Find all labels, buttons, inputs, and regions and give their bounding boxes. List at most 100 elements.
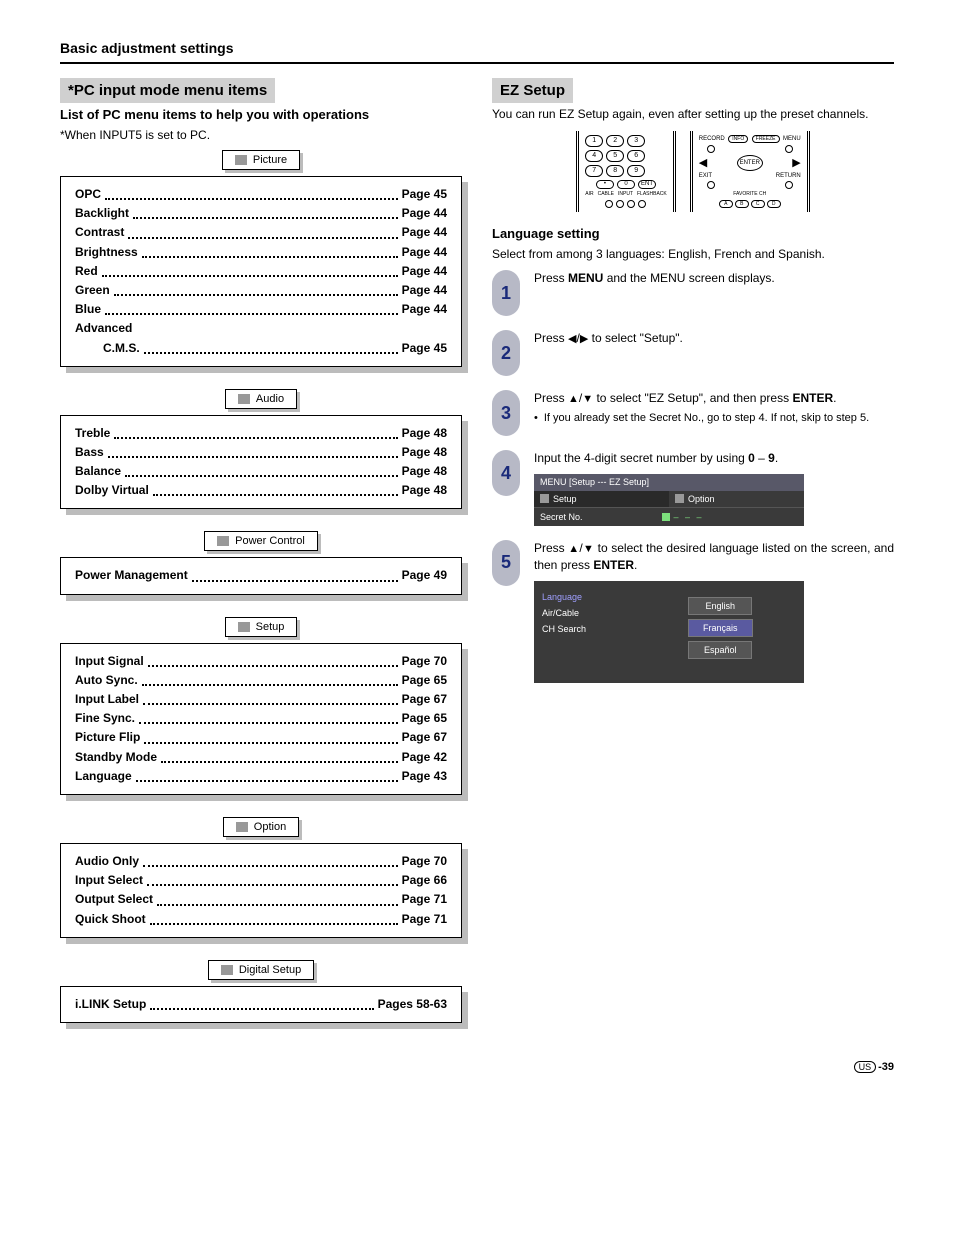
category-icon xyxy=(238,394,250,404)
toc-item-name: Picture Flip xyxy=(75,728,140,747)
menu-title: MENU [Setup --- EZ Setup] xyxy=(534,474,804,490)
toc-item-page: Page 44 xyxy=(402,300,447,319)
toc-item-page: Page 43 xyxy=(402,767,447,786)
toc-item-name: Treble xyxy=(75,424,110,443)
toc-item-name: Red xyxy=(75,262,98,281)
dpad-label: INFO xyxy=(728,135,748,143)
category-label: Setup xyxy=(60,617,462,637)
menu-field-label: Secret No. xyxy=(534,508,656,526)
toc-box: Power Management Page 49 xyxy=(60,557,462,594)
step-row: 4Input the 4-digit secret number by usin… xyxy=(492,450,894,526)
toc-item-page: Page 67 xyxy=(402,690,447,709)
right-column: EZ Setup You can run EZ Setup again, eve… xyxy=(492,78,894,1045)
toc-item-page: Page 49 xyxy=(402,566,447,585)
content-columns: *PC input mode menu items List of PC men… xyxy=(60,78,894,1045)
toc-item-name: OPC xyxy=(75,185,101,204)
toc-item-page: Pages 58-63 xyxy=(378,995,447,1014)
category-text: Audio xyxy=(256,393,284,405)
remote-label: FLASHBACK xyxy=(637,191,667,197)
toc-item-page: Page 71 xyxy=(402,910,447,929)
lang-menu-item: Language xyxy=(542,589,629,605)
dpad-label: MENU xyxy=(783,136,801,142)
numpad-button: 7 xyxy=(585,165,603,177)
toc-item-page: Page 44 xyxy=(402,204,447,223)
toc-row: TreblePage 48 xyxy=(75,424,447,443)
remote-label: CABLE xyxy=(598,191,614,197)
divider xyxy=(60,62,894,64)
step-body: Press ▲/▼ to select "EZ Setup", and then… xyxy=(534,390,894,436)
numpad-button: 9 xyxy=(627,165,645,177)
numpad-button: 6 xyxy=(627,150,645,162)
toc-row: Auto Sync.Page 65 xyxy=(75,671,447,690)
toc-item-page: Page 44 xyxy=(402,262,447,281)
enter-button: ENTER xyxy=(737,155,763,171)
step-row: 3 Press ▲/▼ to select "EZ Setup", and the… xyxy=(492,390,894,436)
remote-label: AIR xyxy=(585,191,593,197)
menu-field-value: – – – xyxy=(656,508,805,526)
step-body: Press ▲/▼ to select the desired language… xyxy=(534,540,894,683)
category-icon xyxy=(236,822,248,832)
toc-item-name: Brightness xyxy=(75,243,138,262)
toc-item-name: Auto Sync. xyxy=(75,671,138,690)
toc-item-page: Page 44 xyxy=(402,243,447,262)
step-number: 1 xyxy=(492,270,520,316)
toc-item-name: Blue xyxy=(75,300,101,319)
step-number: 4 xyxy=(492,450,520,496)
category-text: Digital Setup xyxy=(239,964,301,976)
step-body: Press MENU and the MENU screen displays. xyxy=(534,270,894,316)
toc-box: Audio OnlyPage 70Input SelectPage 66Outp… xyxy=(60,843,462,938)
category-text: Power Control xyxy=(235,535,305,547)
toc-item-page: Page 48 xyxy=(402,443,447,462)
toc-item-name: Input Select xyxy=(75,871,143,890)
toc-box: Input SignalPage 70Auto Sync.Page 65Inpu… xyxy=(60,643,462,795)
dpad-label: FREEZE xyxy=(752,135,780,143)
category-label: Digital Setup xyxy=(60,960,462,980)
step-number: 5 xyxy=(492,540,520,586)
lang-menu-item: Air/Cable xyxy=(542,605,629,621)
step-number: 3 xyxy=(492,390,520,436)
lang-option: Español xyxy=(688,641,752,659)
page-header: Basic adjustment settings xyxy=(60,40,894,56)
dpad-bottom-button: C xyxy=(751,200,765,208)
numpad-button: 8 xyxy=(606,165,624,177)
toc-item-name: Language xyxy=(75,767,132,786)
pc-input-subheading: List of PC menu items to help you with o… xyxy=(60,107,462,122)
page-footer: US-39 xyxy=(60,1061,894,1073)
toc-item-page: Page 65 xyxy=(402,709,447,728)
page-number: -39 xyxy=(878,1061,894,1073)
ez-setup-title: EZ Setup xyxy=(492,78,573,103)
toc-item-name: Power Management xyxy=(75,566,188,585)
dpad-bottom-button: B xyxy=(735,200,749,208)
toc-item-page: Page 67 xyxy=(402,728,447,747)
toc-item-name: Fine Sync. xyxy=(75,709,135,728)
toc-item-name: Green xyxy=(75,281,110,300)
toc-item-name: Balance xyxy=(75,462,121,481)
toc-plain: Advanced xyxy=(75,319,447,338)
toc-row: Language Page 43 xyxy=(75,767,447,786)
step-row: 2Press ◀/▶ to select "Setup". xyxy=(492,330,894,376)
toc-row: Input Select Page 66 xyxy=(75,871,447,890)
toc-row: C.M.S.Page 45 xyxy=(75,339,447,358)
category-text: Option xyxy=(254,821,286,833)
toc-item-name: Input Signal xyxy=(75,652,144,671)
toc-item-page: Page 48 xyxy=(402,481,447,500)
toc-item-name: Contrast xyxy=(75,223,124,242)
language-text: Select from among 3 languages: English, … xyxy=(492,247,894,263)
toc-row: Dolby VirtualPage 48 xyxy=(75,481,447,500)
toc-item-page: Page 45 xyxy=(402,339,447,358)
toc-box: i.LINK SetupPages 58-63 xyxy=(60,986,462,1023)
category-icon xyxy=(238,622,250,632)
remote-diagrams: 123456789 •0ENT AIRCABLEINPUTFLASHBACK R… xyxy=(492,131,894,212)
toc-item-page: Page 44 xyxy=(402,223,447,242)
remote-label: INPUT xyxy=(618,191,633,197)
lang-option: Français xyxy=(688,619,753,637)
toc-row: Quick ShootPage 71 xyxy=(75,910,447,929)
step-bullet: •If you already set the Secret No., go t… xyxy=(534,411,894,426)
remote-numpad: 123456789 •0ENT AIRCABLEINPUTFLASHBACK xyxy=(576,131,675,212)
toc-row: Audio OnlyPage 70 xyxy=(75,852,447,871)
toc-row: Fine Sync. Page 65 xyxy=(75,709,447,728)
option-icon xyxy=(675,494,684,503)
toc-item-page: Page 66 xyxy=(402,871,447,890)
toc-row: GreenPage 44 xyxy=(75,281,447,300)
favorite-label: FAVORITE CH xyxy=(699,191,801,197)
